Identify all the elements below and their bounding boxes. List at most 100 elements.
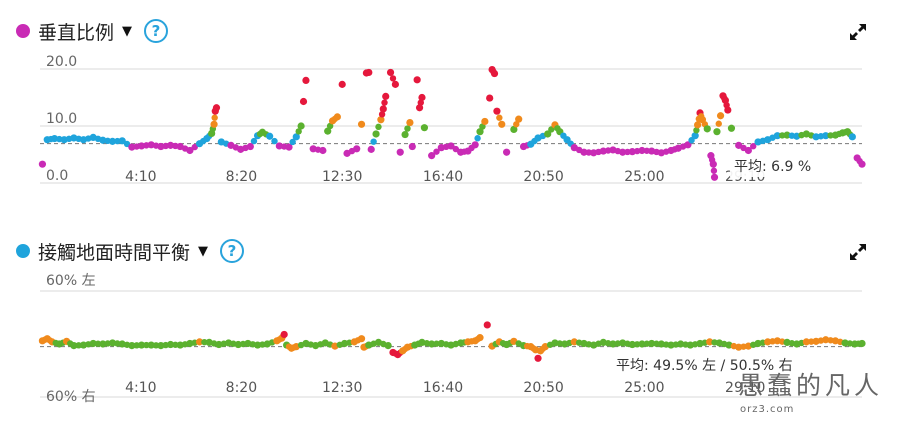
data-point bbox=[534, 354, 542, 362]
data-point bbox=[822, 132, 830, 140]
data-point bbox=[428, 340, 436, 348]
gct-balance-header: 接觸地面時間平衡 ▼ ? bbox=[16, 238, 245, 264]
data-point bbox=[210, 120, 218, 128]
data-point bbox=[515, 115, 523, 123]
data-point bbox=[137, 142, 146, 150]
data-point bbox=[479, 123, 486, 130]
average-label: 平均: 49.5% 左 / 50.5% 右 bbox=[612, 354, 797, 376]
data-point bbox=[211, 114, 218, 121]
data-point bbox=[822, 336, 830, 344]
data-point bbox=[108, 137, 117, 145]
data-point bbox=[379, 105, 387, 113]
data-point bbox=[848, 133, 856, 141]
data-point bbox=[858, 160, 866, 168]
data-point bbox=[433, 148, 440, 155]
data-point bbox=[691, 132, 699, 140]
caret-down-icon[interactable]: ▼ bbox=[122, 23, 133, 39]
data-point bbox=[271, 137, 278, 145]
data-point bbox=[503, 148, 511, 156]
data-point bbox=[285, 143, 293, 151]
data-point bbox=[841, 339, 849, 347]
data-point bbox=[694, 121, 702, 129]
help-circle-icon[interactable]: ? bbox=[144, 19, 169, 43]
data-point bbox=[638, 146, 646, 155]
x-tick-label: 16:40 bbox=[423, 169, 463, 185]
data-point bbox=[370, 138, 377, 145]
data-point bbox=[551, 339, 559, 347]
gct-balance-panel: 60% 左 60% 右 4:10 8:20 12:30 16:40 20:50 25:00 29… bbox=[0, 220, 900, 427]
data-point bbox=[353, 145, 361, 153]
series-color-dot-icon bbox=[16, 24, 30, 38]
data-point bbox=[703, 125, 711, 133]
data-point bbox=[372, 130, 380, 138]
data-point bbox=[326, 122, 334, 130]
data-point bbox=[638, 340, 646, 348]
data-point bbox=[513, 121, 520, 128]
data-point bbox=[108, 339, 117, 347]
vertical-ratio-panel: 0.0 10.0 20.0 4:10 8:20 12:30 16:40 20:50 25:00 2… bbox=[0, 0, 900, 205]
data-point bbox=[858, 339, 866, 348]
data-point bbox=[713, 128, 721, 136]
watermark-text: 愚蠢的凡人 bbox=[738, 371, 884, 400]
data-point bbox=[396, 148, 404, 156]
data-point bbox=[628, 340, 636, 349]
data-point bbox=[377, 116, 385, 124]
data-point bbox=[415, 104, 424, 112]
data-point bbox=[234, 340, 242, 349]
y-tick-label: 60% 左 bbox=[46, 273, 96, 289]
data-point bbox=[389, 75, 397, 82]
x-tick-label: 8:20 bbox=[226, 380, 257, 396]
chart-title: 接觸地面時間平衡 bbox=[38, 241, 191, 264]
data-point bbox=[375, 123, 382, 131]
data-point bbox=[648, 339, 656, 348]
data-point bbox=[744, 146, 752, 155]
data-point bbox=[709, 160, 717, 168]
data-point bbox=[677, 340, 685, 348]
data-point bbox=[302, 76, 310, 84]
data-point bbox=[447, 142, 455, 150]
data-point bbox=[191, 143, 198, 151]
x-tick-label: 20:50 bbox=[523, 169, 563, 185]
x-tick-label: 16:40 bbox=[423, 380, 463, 396]
vertical-ratio-chart: 0.010.020.04:10 8:20 12:30 16:40 20:50 25:00 2… bbox=[38, 54, 866, 185]
data-point bbox=[710, 173, 719, 181]
data-point bbox=[490, 69, 499, 78]
data-point bbox=[157, 142, 165, 151]
data-point bbox=[510, 125, 518, 134]
data-point bbox=[609, 340, 617, 348]
data-point bbox=[684, 141, 692, 149]
data-point bbox=[50, 134, 59, 143]
data-point bbox=[476, 334, 484, 342]
data-point bbox=[496, 114, 503, 121]
data-point bbox=[727, 124, 736, 132]
expand-arrows-icon[interactable] bbox=[848, 22, 868, 42]
x-tick-label: 8:20 bbox=[226, 169, 257, 185]
data-point bbox=[99, 136, 107, 144]
data-point bbox=[195, 338, 204, 346]
data-point bbox=[471, 141, 479, 149]
data-point bbox=[378, 111, 386, 118]
y-tick-label: 0.0 bbox=[46, 168, 68, 184]
data-point bbox=[250, 137, 258, 145]
data-point bbox=[365, 68, 373, 77]
data-point bbox=[750, 143, 757, 150]
data-point bbox=[137, 341, 146, 349]
data-point bbox=[381, 99, 388, 106]
data-point bbox=[295, 128, 302, 135]
y-tick-label: 20.0 bbox=[46, 54, 77, 70]
data-point bbox=[498, 120, 506, 128]
data-point bbox=[166, 141, 175, 149]
data-point bbox=[324, 127, 332, 135]
data-point bbox=[481, 117, 489, 126]
help-circle-icon[interactable]: ? bbox=[220, 239, 245, 263]
x-tick-label: 12:30 bbox=[322, 380, 362, 396]
y-tick-label: 10.0 bbox=[46, 111, 77, 127]
data-point bbox=[367, 145, 375, 153]
caret-down-icon[interactable]: ▼ bbox=[198, 243, 209, 259]
data-point bbox=[406, 118, 414, 127]
data-point bbox=[418, 93, 426, 102]
data-point bbox=[70, 341, 78, 350]
data-point bbox=[812, 133, 820, 141]
expand-arrows-icon[interactable] bbox=[848, 242, 868, 262]
data-point bbox=[319, 146, 327, 155]
